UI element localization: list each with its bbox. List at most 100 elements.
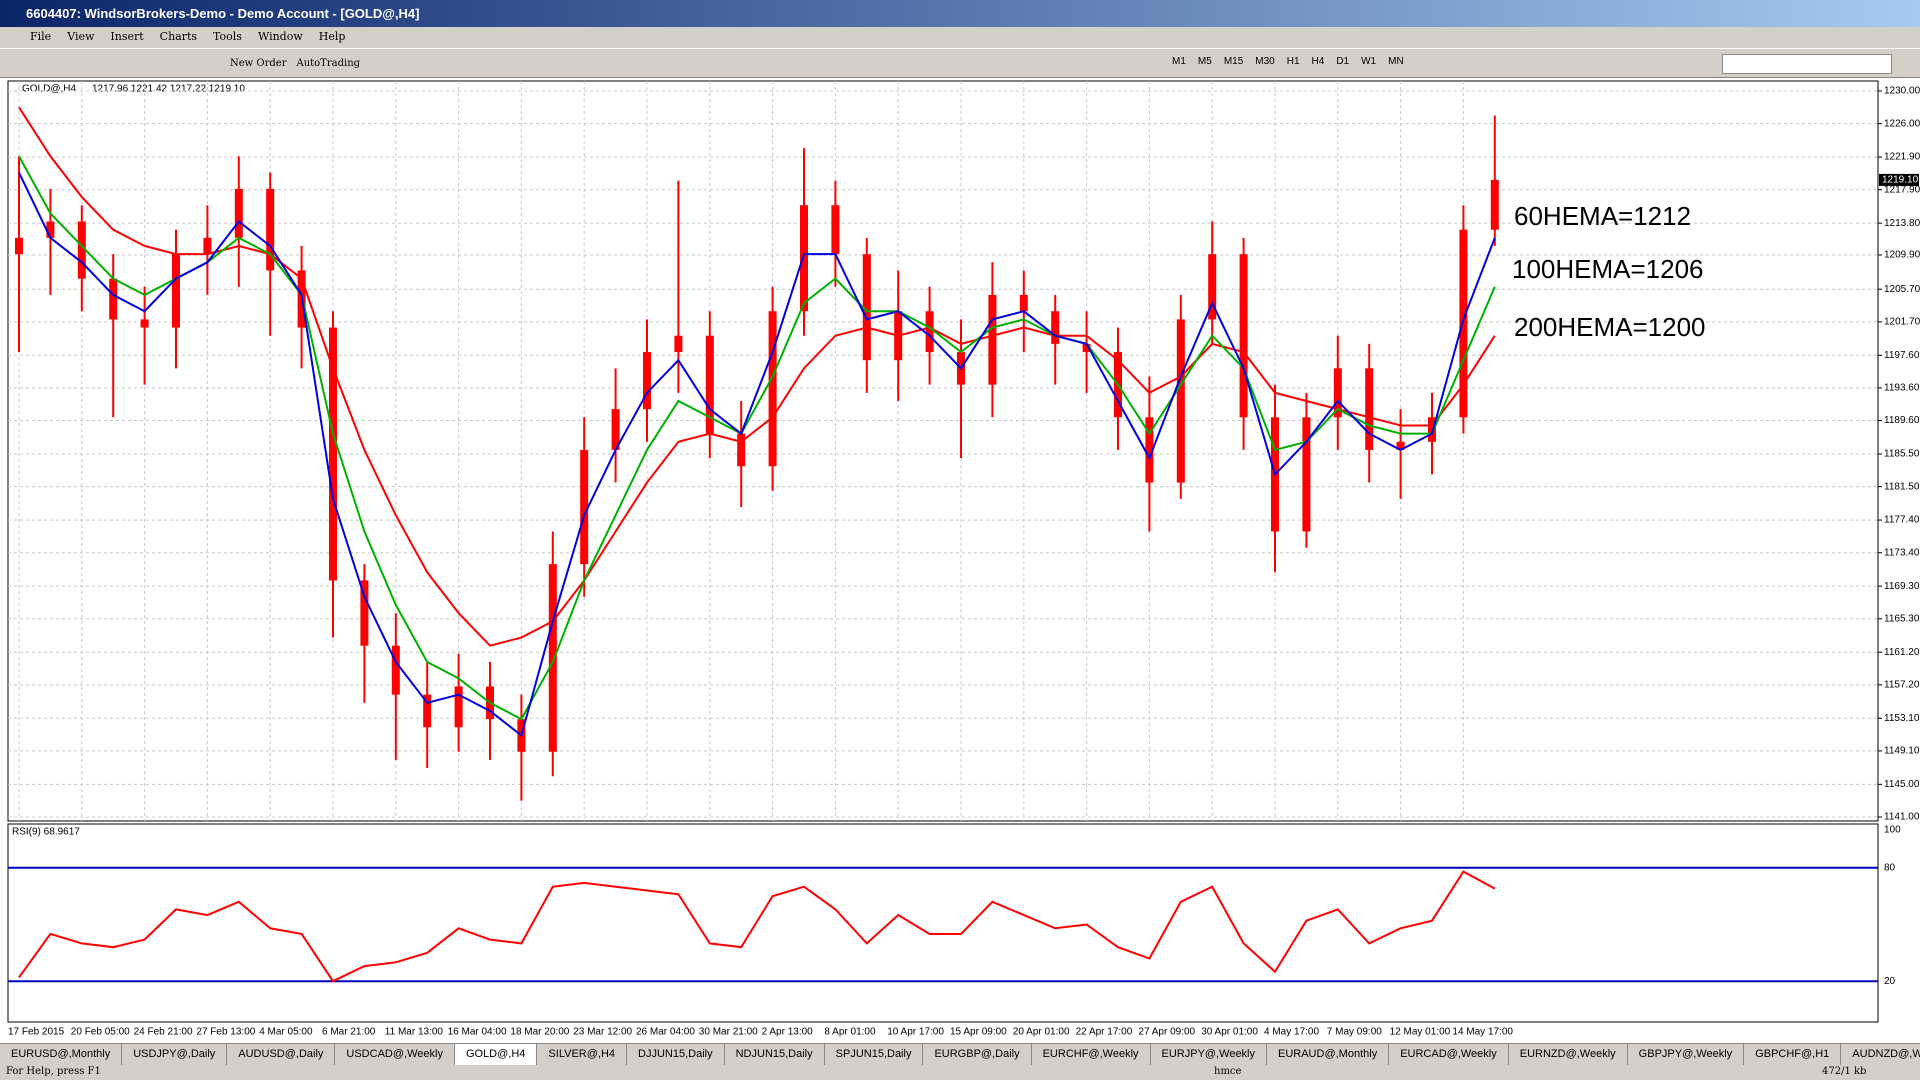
chart-tab[interactable]: NDJUN15,Daily	[725, 1044, 825, 1065]
candle-body	[172, 254, 180, 328]
candle-body	[360, 580, 369, 646]
y-tick-label: 1221.90	[1884, 152, 1920, 163]
timeframe-button[interactable]: MN	[1388, 56, 1404, 67]
ema-line	[18, 106, 1496, 647]
chart-tab[interactable]: EURAUD@,Monthly	[1267, 1044, 1390, 1065]
menu-item[interactable]: Window	[257, 30, 303, 43]
candle-body	[1396, 441, 1405, 450]
y-tick-label: 1145.00	[1884, 779, 1920, 790]
candle-body	[643, 352, 651, 410]
candle-body	[611, 409, 620, 450]
menu-item[interactable]: Insert	[110, 30, 144, 43]
candle-body	[1239, 254, 1248, 418]
menu-item[interactable]: Tools	[213, 30, 242, 43]
x-tick-label: 30 Mar 21:00	[699, 1027, 758, 1038]
chart-tab[interactable]: SPJUN15,Daily	[825, 1044, 924, 1065]
candle-body	[46, 221, 55, 238]
y-tick-label: 1173.40	[1884, 547, 1920, 558]
chart-tab[interactable]: GOLD@,H4	[454, 1044, 538, 1065]
y-tick-label: 1177.40	[1884, 515, 1920, 526]
chart-tab[interactable]: USDCAD@,Weekly	[335, 1044, 455, 1065]
toolbar-button[interactable]: AutoTrading	[296, 57, 361, 69]
candle-body	[77, 221, 86, 279]
rsi-frame	[7, 823, 1879, 1023]
chart-tab[interactable]: USDJPY@,Daily	[122, 1044, 228, 1065]
timeframe-button[interactable]: H4	[1311, 56, 1325, 67]
menu-bar: File View Insert Charts Tools Window Help	[0, 27, 1920, 47]
search-box[interactable]	[1722, 54, 1892, 74]
chart-tab[interactable]: EURCHF@,Weekly	[1032, 1044, 1151, 1065]
annotation: 200HEMA=1200	[1514, 312, 1706, 342]
candle-body	[329, 327, 337, 581]
chart-tab[interactable]: DJJUN15,Daily	[627, 1044, 725, 1065]
x-tick-label: 12 May 01:00	[1390, 1027, 1451, 1038]
candle-body	[423, 694, 432, 728]
chart-quote: 1217.96 1221.42 1217.22 1219.10	[92, 84, 245, 95]
rsi-line	[18, 870, 1496, 983]
candle-body	[831, 205, 840, 255]
x-tick-label: 30 Apr 01:00	[1201, 1027, 1258, 1038]
chart-tab[interactable]: EURJPY@,Weekly	[1151, 1044, 1267, 1065]
chart-tab[interactable]: EURNZD@,Weekly	[1509, 1044, 1628, 1065]
candle-body	[1365, 368, 1374, 450]
x-tick-label: 15 Apr 09:00	[950, 1027, 1007, 1038]
timeframe-button[interactable]: W1	[1361, 56, 1377, 67]
timeframe-button[interactable]: M30	[1255, 56, 1275, 67]
y-tick-label: 1181.50	[1884, 481, 1920, 492]
menu-item[interactable]: View	[67, 30, 95, 43]
chart-tab[interactable]: GBPJPY@,Weekly	[1628, 1044, 1745, 1065]
status-field: For Help, press F1	[6, 1066, 101, 1077]
timeframe-button[interactable]: M1	[1172, 56, 1186, 67]
x-tick-label: 27 Apr 09:00	[1138, 1027, 1195, 1038]
timeframe-button[interactable]: M15	[1223, 56, 1244, 67]
y-tick-label: 1217.90	[1884, 184, 1920, 195]
candle-body	[454, 686, 463, 728]
y-tick-label: 1161.20	[1884, 647, 1920, 658]
menu-item[interactable]: Help	[318, 30, 346, 43]
timeframe-button[interactable]: D1	[1336, 56, 1350, 67]
y-tick-label: 80	[1884, 862, 1896, 873]
menu-item[interactable]: Charts	[159, 30, 198, 43]
candle-body	[1208, 254, 1217, 320]
candle-body	[266, 188, 275, 271]
chart-tab[interactable]: GBPCHF@,H1	[1744, 1044, 1842, 1065]
y-tick-label: 20	[1884, 976, 1896, 987]
x-tick-label: 2 Apr 13:00	[762, 1027, 814, 1038]
candle-body	[1145, 417, 1154, 483]
chart-tab[interactable]: EURUSD@,Monthly	[0, 1044, 123, 1065]
chart-tabs: EURUSD@,Monthly USDJPY@,Daily AUDUSD@,Dail…	[0, 1043, 1920, 1065]
candle-body	[1302, 417, 1311, 532]
y-tick-label: 1185.50	[1884, 449, 1920, 460]
y-tick-label: 1193.60	[1884, 383, 1920, 394]
chart-symbol: GOLD@,H4	[22, 84, 76, 95]
candle-body	[800, 205, 808, 312]
candle-body	[391, 645, 400, 695]
candle-body	[1490, 179, 1499, 230]
status-field: hmce	[1214, 1066, 1242, 1077]
x-tick-label: 11 Mar 13:00	[385, 1027, 444, 1038]
main-frame	[7, 80, 1879, 822]
candle-body	[580, 449, 589, 565]
candle-body	[674, 335, 683, 353]
status-bar: For Help, press F1 hmce 472/1 kb	[0, 1064, 1920, 1080]
timeframe-button[interactable]: M5	[1197, 56, 1212, 67]
chart-tab[interactable]: SILVER@,H4	[537, 1044, 628, 1065]
candle-body	[1333, 368, 1342, 418]
toolbar-button[interactable]: New Order	[230, 57, 287, 69]
candle-body	[109, 278, 118, 320]
x-tick-label: 6 Mar 21:00	[322, 1027, 376, 1038]
candle-body	[705, 335, 714, 434]
x-tick-label: 23 Mar 12:00	[573, 1027, 632, 1038]
chart-tab[interactable]: EURGBP@,Daily	[923, 1044, 1032, 1065]
menu-item[interactable]: File	[30, 30, 52, 43]
chart-tab[interactable]: AUDNZD@,Weekly	[1841, 1044, 1920, 1065]
chart-tab[interactable]: EURCAD@,Weekly	[1389, 1044, 1509, 1065]
x-tick-label: 4 May 17:00	[1264, 1027, 1319, 1038]
timeframes: M1 M5 M15 M30 H1 H4 D1 W1 MN	[1172, 56, 1404, 67]
annotation: 60HEMA=1212	[1514, 201, 1691, 231]
x-tick-label: 24 Feb 21:00	[134, 1027, 193, 1038]
y-tick-label: 1209.90	[1884, 250, 1920, 261]
timeframe-button[interactable]: H1	[1286, 56, 1300, 67]
chart-tab[interactable]: AUDUSD@,Daily	[227, 1044, 336, 1065]
